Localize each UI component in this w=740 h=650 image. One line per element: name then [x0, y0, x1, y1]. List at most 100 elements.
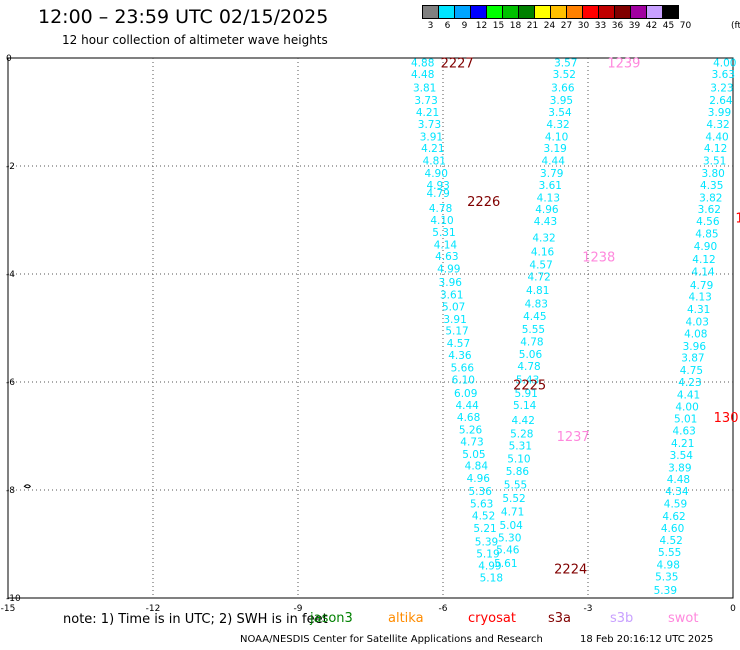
wave-height-value: 4.81	[423, 156, 446, 168]
wave-height-value: 4.32	[532, 232, 555, 244]
wave-height-value: 4.96	[535, 204, 559, 216]
wave-height-value: 3.73	[414, 95, 437, 107]
wave-height-value: 4.98	[657, 560, 680, 572]
legend-label: 36	[611, 21, 624, 31]
wave-height-value: 4.99	[478, 561, 501, 573]
wave-height-value: 4.59	[664, 499, 687, 511]
wave-height-value: 4.68	[457, 412, 480, 424]
legend-swatches	[422, 5, 728, 19]
satellite-label: swot	[668, 611, 699, 626]
wave-height-value: 4.56	[696, 216, 720, 228]
wave-height-value: 6.09	[454, 388, 477, 400]
axis-labels: -15 -12 -9 -6 -3 0 0 -2 -4 -6 -8 -10	[1, 54, 736, 614]
wave-height-value: 4.32	[706, 119, 729, 131]
wave-height-value: 5.05	[462, 449, 485, 461]
pass-time-label: 2227	[441, 56, 474, 71]
island-outline	[23, 484, 31, 489]
wave-height-value: 4.73	[460, 436, 483, 448]
wave-height-value: 3.62	[698, 204, 721, 216]
wave-height-value: 4.00	[713, 57, 736, 69]
wave-height-value: 3.80	[701, 168, 724, 180]
wave-height-value: 4.21	[671, 438, 694, 450]
map-frame	[7, 57, 734, 599]
wave-height-value: 5.39	[654, 585, 677, 597]
wave-height-value: 5.66	[451, 362, 475, 374]
wave-height-value: 4.36	[448, 350, 472, 362]
wave-height-value: 5.55	[522, 324, 545, 336]
wave-height-value: 3.57	[554, 57, 577, 69]
x-tick-label: 0	[730, 604, 736, 614]
wave-height-value: 4.79	[690, 280, 713, 292]
legend-label: 45	[662, 21, 675, 31]
wave-height-value: 5.91	[514, 388, 537, 400]
wave-height-value: 5.21	[473, 523, 496, 535]
legend-label: 21	[526, 21, 539, 31]
legend-swatch	[662, 5, 679, 19]
x-tick-label: -9	[294, 604, 303, 614]
pass-time-label: 1239	[607, 56, 640, 71]
wave-height-value: 3.63	[712, 69, 735, 81]
wave-height-value: 4.60	[661, 523, 684, 535]
x-tick-label: -12	[146, 604, 161, 614]
wave-height-value: 4.75	[680, 365, 703, 377]
satellite-label: jason3	[310, 611, 353, 626]
wave-height-value: 4.45	[523, 311, 546, 323]
wave-height-value: 5.28	[510, 428, 533, 440]
wave-height-value: 3.19	[543, 143, 566, 155]
legend-label: 18	[509, 21, 522, 31]
wave-height-value: 4.52	[659, 535, 682, 547]
wave-height-value: 4.12	[692, 254, 715, 266]
wave-height-value: 4.40	[705, 131, 728, 143]
wave-height-value: 4.72	[527, 272, 550, 284]
x-tick-label: -3	[584, 604, 593, 614]
pass-time-label: 2225	[513, 379, 546, 394]
wave-height-value: 4.81	[526, 285, 549, 297]
wave-height-value: 5.17	[445, 326, 468, 338]
wave-height-value: 5.14	[513, 400, 537, 412]
wave-height-value: 5.46	[496, 544, 520, 556]
legend-label: 33	[594, 21, 607, 31]
wave-height-value: 4.84	[465, 461, 489, 473]
x-tick-label: -6	[439, 604, 448, 614]
wave-height-value: 4.10	[545, 131, 568, 143]
wave-height-value: 3.96	[683, 341, 707, 353]
wave-height-value: 5.06	[519, 349, 543, 361]
footer-timestamp: 18 Feb 20:16:12 UTC 2025	[580, 634, 714, 645]
y-tick-label: -8	[6, 486, 15, 496]
wave-height-value: 3.79	[540, 168, 563, 180]
wave-height-value: 4.12	[704, 143, 727, 155]
wave-height-value: 5.86	[506, 466, 530, 478]
wave-height-value: 5.39	[475, 536, 498, 548]
wave-height-value: 4.03	[686, 317, 709, 329]
wave-height-value: 4.35	[700, 180, 723, 192]
y-tick-label: -2	[6, 162, 15, 172]
wave-height-value: 4.85	[695, 229, 718, 241]
wave-height-value: 4.32	[546, 119, 569, 131]
legend-label: 30	[577, 21, 590, 31]
wave-height-value: 5.36	[469, 486, 493, 498]
wave-height-value: 3.99	[708, 107, 731, 119]
wave-height-value: 3.91	[420, 131, 443, 143]
pass-time-label: 130	[714, 411, 739, 426]
wave-height-value: 5.63	[470, 499, 493, 511]
wave-height-value: 4.14	[434, 239, 458, 251]
wave-height-value: 4.21	[416, 107, 439, 119]
x-tick-label: -15	[1, 604, 16, 614]
wave-height-value: 4.48	[411, 69, 434, 81]
wave-height-value: 5.31	[432, 227, 455, 239]
legend-unit: (ft)	[731, 21, 740, 31]
wave-height-value: 3.61	[539, 180, 562, 192]
wave-height-value: 4.52	[472, 510, 495, 522]
wave-height-value: 5.19	[476, 549, 499, 561]
wave-height-value: 2.64	[709, 95, 733, 107]
wave-height-value: 4.96	[467, 473, 491, 485]
map-grid	[7, 57, 734, 599]
wave-height-value: 4.14	[691, 266, 715, 278]
wave-height-value: 5.55	[658, 547, 681, 559]
wave-height-value: 5.31	[509, 441, 532, 453]
wave-height-value: 4.16	[531, 246, 555, 258]
wave-height-value: 4.90	[694, 241, 717, 253]
wave-height-value: 3.73	[418, 119, 441, 131]
map-title: 12:00 – 23:59 UTC 02/15/2025	[38, 6, 329, 28]
